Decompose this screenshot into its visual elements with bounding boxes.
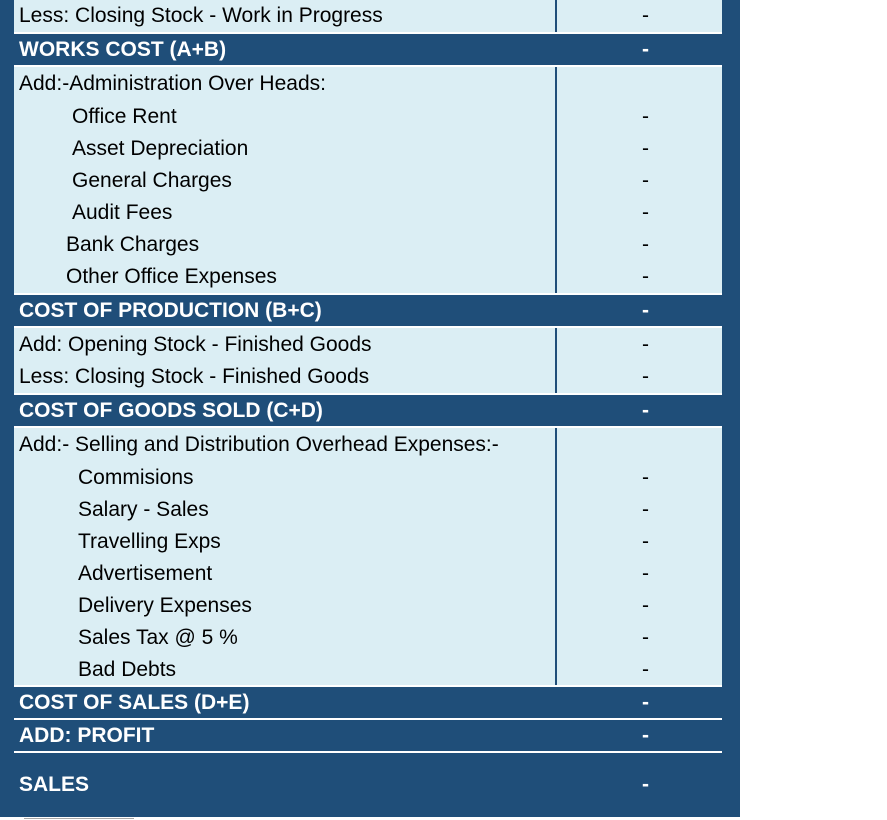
table-row[interactable]: Bank Charges - xyxy=(14,229,722,261)
row-label: Less: Closing Stock - Finished Goods xyxy=(14,361,555,393)
row-label: Travelling Exps xyxy=(14,526,555,558)
row-value: - xyxy=(557,101,722,133)
row-label: General Charges xyxy=(14,165,555,197)
table-row[interactable]: Other Office Expenses - xyxy=(14,261,722,293)
row-label: Commisions xyxy=(14,462,555,494)
row-divider xyxy=(14,32,722,34)
table-row[interactable]: Office Rent - xyxy=(14,101,722,133)
table-row[interactable]: Travelling Exps - xyxy=(14,526,722,558)
row-label: COST OF GOODS SOLD (C+D) xyxy=(14,395,555,426)
row-label: Other Office Expenses xyxy=(14,261,555,293)
row-value: - xyxy=(557,133,722,165)
row-value xyxy=(557,428,722,462)
table-row[interactable]: Sales Tax @ 5 % - xyxy=(14,622,722,654)
row-label: Bad Debts xyxy=(14,654,555,685)
row-value: - xyxy=(557,753,722,817)
row-value: - xyxy=(557,361,722,393)
row-value: - xyxy=(557,197,722,229)
row-value: - xyxy=(557,687,722,718)
row-label: Add:-Administration Over Heads: xyxy=(14,67,555,101)
row-label: Add:- Selling and Distribution Overhead … xyxy=(14,428,555,462)
row-divider xyxy=(14,718,722,720)
row-value: - xyxy=(557,720,722,751)
row-divider xyxy=(14,751,722,753)
row-label: Sales Tax @ 5 % xyxy=(14,622,555,654)
cost-sheet-table: Less: Closing Stock - Work in Progress -… xyxy=(14,0,722,820)
table-row[interactable]: Bad Debts - xyxy=(14,654,722,685)
table-row-total[interactable]: WORKS COST (A+B) - xyxy=(14,34,722,65)
row-label: ADD: PROFIT xyxy=(14,720,555,751)
row-divider xyxy=(14,393,722,395)
row-label: Add: Opening Stock - Finished Goods xyxy=(14,328,555,361)
table-row[interactable]: Salary - Sales - xyxy=(14,494,722,526)
row-label: Less: Closing Stock - Work in Progress xyxy=(14,0,555,32)
table-row-total[interactable]: COST OF PRODUCTION (B+C) - xyxy=(14,295,722,326)
row-value: - xyxy=(557,0,722,32)
row-label: COST OF PRODUCTION (B+C) xyxy=(14,295,555,326)
table-row-total[interactable]: COST OF SALES (D+E) - xyxy=(14,687,722,718)
table-row-total[interactable]: COST OF GOODS SOLD (C+D) - xyxy=(14,395,722,426)
row-value: - xyxy=(557,328,722,361)
row-value: - xyxy=(557,622,722,654)
row-value xyxy=(557,67,722,101)
table-row-section[interactable]: Add:- Selling and Distribution Overhead … xyxy=(14,428,722,462)
table-row[interactable]: Less: Closing Stock - Finished Goods - xyxy=(14,361,722,393)
row-label: Advertisement xyxy=(14,558,555,590)
row-value: - xyxy=(557,590,722,622)
row-label: Delivery Expenses xyxy=(14,590,555,622)
row-label: Salary - Sales xyxy=(14,494,555,526)
table-row[interactable]: Less: Closing Stock - Work in Progress - xyxy=(14,0,722,32)
row-divider xyxy=(14,65,722,67)
row-divider xyxy=(14,293,722,295)
row-value: - xyxy=(557,526,722,558)
row-label: COST OF SALES (D+E) xyxy=(14,687,555,718)
table-row[interactable]: Advertisement - xyxy=(14,558,722,590)
table-row[interactable]: Add: Opening Stock - Finished Goods - xyxy=(14,328,722,361)
table-row-section[interactable]: Add:-Administration Over Heads: xyxy=(14,67,722,101)
row-value: - xyxy=(557,295,722,326)
gridline xyxy=(24,818,134,819)
row-value: - xyxy=(557,462,722,494)
row-value: - xyxy=(557,165,722,197)
sheet-bottom-edge xyxy=(0,817,887,820)
row-label: WORKS COST (A+B) xyxy=(14,34,555,65)
row-value: - xyxy=(557,395,722,426)
row-value: - xyxy=(557,34,722,65)
row-label: SALES xyxy=(14,753,555,817)
row-label: Asset Depreciation xyxy=(14,133,555,165)
row-divider xyxy=(14,685,722,687)
row-label: Audit Fees xyxy=(14,197,555,229)
table-row[interactable]: Commisions - xyxy=(14,462,722,494)
table-row[interactable]: Delivery Expenses - xyxy=(14,590,722,622)
row-value: - xyxy=(557,558,722,590)
row-divider xyxy=(14,326,722,328)
row-label: Bank Charges xyxy=(14,229,555,261)
row-value: - xyxy=(557,261,722,293)
row-value: - xyxy=(557,229,722,261)
table-row-total[interactable]: SALES - xyxy=(14,753,722,817)
row-value: - xyxy=(557,494,722,526)
row-label: Office Rent xyxy=(14,101,555,133)
table-row-total[interactable]: ADD: PROFIT - xyxy=(14,720,722,751)
table-row[interactable]: Audit Fees - xyxy=(14,197,722,229)
table-row[interactable]: General Charges - xyxy=(14,165,722,197)
row-value: - xyxy=(557,654,722,685)
row-divider xyxy=(14,426,722,428)
table-row[interactable]: Asset Depreciation - xyxy=(14,133,722,165)
